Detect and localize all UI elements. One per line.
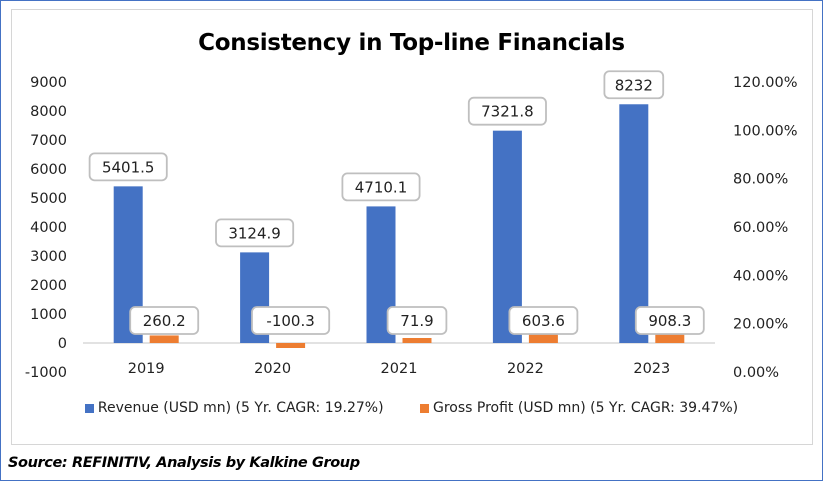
- left-tick-label: -1000: [25, 365, 67, 381]
- right-tick-label: 120.00%: [733, 75, 798, 91]
- right-tick-label: 0.00%: [733, 365, 779, 381]
- gross-profit-data-label: 603.6: [522, 312, 565, 330]
- revenue-label-box: [88, 152, 168, 182]
- legend-label-gross-profit: Gross Profit (USD mn) (5 Yr. CAGR: 39.47…: [433, 400, 739, 416]
- left-tick-label: 7000: [30, 133, 67, 149]
- category-label: 2023: [633, 361, 670, 377]
- left-tick-label: 5000: [30, 191, 67, 207]
- gross-profit-data-label: -100.3: [266, 312, 314, 330]
- revenue-label-box: [341, 172, 421, 202]
- source-note: Source: REFINITIV, Analysis by Kalkine G…: [8, 455, 360, 471]
- gross-profit-data-label: 260.2: [143, 312, 186, 330]
- gross-profit-bar: [276, 343, 306, 348]
- legend-item-revenue: Revenue (USD mn) (5 Yr. CAGR: 19.27%): [84, 400, 384, 416]
- left-tick-label: 9000: [30, 75, 67, 91]
- left-tick-label: 0: [58, 336, 67, 352]
- right-tick-label: 60.00%: [733, 220, 788, 236]
- right-tick-label: 20.00%: [733, 317, 788, 333]
- category-label: 2022: [507, 361, 544, 377]
- gross-profit-label-box: [129, 306, 200, 335]
- revenue-label-box: [215, 218, 295, 248]
- revenue-label-box: [603, 70, 665, 100]
- category-label: 2021: [381, 361, 418, 377]
- legend-item-gross-profit: Gross Profit (USD mn) (5 Yr. CAGR: 39.47…: [420, 400, 738, 416]
- revenue-label-box: [467, 96, 547, 126]
- revenue-bar: [619, 104, 649, 343]
- revenue-data-label: 7321.8: [481, 103, 534, 121]
- x-axis: 2019 2020 2021 2022 2023: [128, 361, 671, 377]
- legend: Revenue (USD mn) (5 Yr. CAGR: 19.27%) Gr…: [0, 400, 823, 417]
- category-label: 2019: [128, 361, 165, 377]
- right-tick-label: 40.00%: [733, 268, 788, 284]
- revenue-data-label: 3124.9: [228, 224, 281, 242]
- data-labels: 5401.5 260.2 3124.9 -100.3 4710.1 71.9 7321.8 6…: [88, 70, 705, 335]
- legend-label-revenue: Revenue (USD mn) (5 Yr. CAGR: 19.27%): [97, 400, 384, 416]
- gross-profit-label-box: [634, 306, 705, 335]
- gross-profit-label-box: [386, 306, 448, 335]
- legend-swatch-gross-profit: [420, 403, 429, 413]
- gross-profit-data-label: 908.3: [648, 312, 691, 330]
- revenue-data-label: 8232: [615, 76, 653, 94]
- right-tick-label: 80.00%: [733, 172, 788, 188]
- right-axis: 120.00% 100.00% 80.00% 60.00% 40.00% 20.00% 0.…: [733, 75, 798, 381]
- left-tick-label: 6000: [30, 162, 67, 178]
- left-tick-label: 2000: [30, 278, 67, 294]
- gross-profit-bar: [149, 335, 179, 343]
- revenue-data-label: 4710.1: [355, 178, 408, 196]
- gross-profit-label-box: [508, 306, 579, 335]
- gross-profit-label-box: [251, 306, 331, 335]
- gross-profit-bar: [402, 338, 432, 343]
- chart-area: [11, 9, 813, 445]
- left-axis: 9000 8000 7000 6000 5000 4000 3000 2000 1000 0 -10…: [25, 75, 67, 381]
- category-label: 2020: [254, 361, 291, 377]
- left-tick-label: 1000: [30, 307, 67, 323]
- left-tick-label: 8000: [30, 104, 67, 120]
- left-tick-label: 4000: [30, 220, 67, 236]
- revenue-data-label: 5401.5: [102, 158, 155, 176]
- legend-swatch-revenue: [84, 403, 94, 413]
- left-tick-label: 3000: [30, 249, 67, 265]
- chart-title: Consistency in Top-line Financials: [198, 30, 625, 56]
- gross-profit-data-label: 71.9: [400, 312, 433, 330]
- right-tick-label: 100.00%: [733, 123, 798, 139]
